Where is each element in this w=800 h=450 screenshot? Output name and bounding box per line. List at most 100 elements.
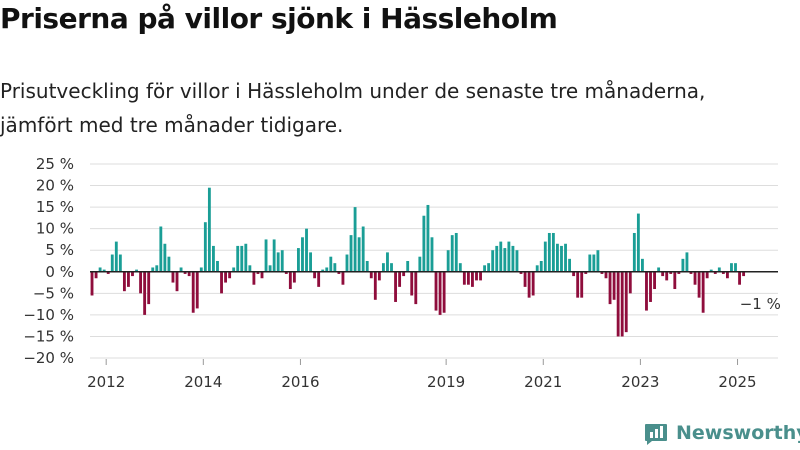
- bar: [155, 265, 159, 272]
- bar: [730, 263, 733, 272]
- bar: [515, 250, 519, 272]
- bar: [539, 261, 543, 272]
- bar: [709, 269, 713, 272]
- bar: [135, 269, 138, 272]
- bar: [228, 271, 232, 279]
- bar: [175, 271, 179, 292]
- bar: [199, 267, 203, 272]
- bar: [288, 271, 292, 290]
- bar: [406, 261, 410, 272]
- bar: [693, 271, 697, 285]
- bar: [450, 235, 454, 272]
- bar: [527, 271, 531, 298]
- bar: [685, 252, 689, 272]
- bar: [612, 271, 616, 300]
- bar: [426, 204, 430, 272]
- bar: [325, 267, 329, 272]
- bar: [701, 271, 705, 313]
- bar: [159, 226, 163, 272]
- bar: [657, 267, 661, 272]
- bar: [143, 271, 147, 315]
- bar: [224, 271, 227, 283]
- bar: [207, 187, 211, 272]
- bar: [738, 271, 741, 285]
- bar: [353, 207, 357, 272]
- bar: [337, 271, 341, 274]
- bar: [604, 271, 608, 279]
- bar: [511, 245, 515, 272]
- bar: [244, 243, 248, 272]
- bar: [260, 271, 264, 279]
- bar: [264, 239, 268, 272]
- bar: [191, 271, 195, 313]
- bar: [592, 254, 596, 272]
- bar: [495, 245, 499, 272]
- bar: [321, 269, 325, 272]
- bar: [232, 267, 236, 272]
- bar: [475, 271, 478, 281]
- bar: [471, 271, 474, 287]
- y-tick-label: 25 %: [36, 155, 74, 173]
- bar: [721, 271, 725, 274]
- bar: [203, 222, 207, 272]
- bar: [466, 271, 470, 285]
- bar: [220, 271, 223, 294]
- bar: [697, 271, 701, 298]
- bar: [98, 267, 102, 272]
- grid-layer: [90, 163, 778, 359]
- bar: [568, 258, 571, 272]
- bar: [349, 235, 353, 272]
- subtitle-line-2: jämfört med tre månader tidigare.: [0, 113, 344, 137]
- bar: [369, 271, 373, 279]
- bar: [301, 237, 304, 272]
- bar: [560, 245, 563, 272]
- bar: [713, 271, 717, 274]
- x-tick-label: 2025: [718, 373, 756, 391]
- y-tick-label: −10 %: [23, 306, 74, 324]
- bar: [110, 254, 114, 272]
- y-tick-label: 10 %: [36, 220, 74, 238]
- bar: [151, 267, 155, 272]
- bar: [487, 263, 491, 272]
- bar: [734, 263, 737, 272]
- bar: [317, 271, 321, 287]
- bar: [240, 245, 244, 272]
- bar: [458, 263, 462, 272]
- x-tick-label: 2014: [184, 373, 222, 391]
- bar: [127, 271, 130, 287]
- bar: [276, 252, 280, 272]
- bar: [414, 271, 418, 305]
- bar: [280, 250, 284, 272]
- bar: [292, 271, 296, 283]
- y-tick-label: 20 %: [36, 177, 74, 195]
- bar: [491, 250, 495, 272]
- bar: [438, 271, 442, 315]
- bar: [357, 237, 361, 272]
- bar: [519, 271, 523, 274]
- bar: [341, 271, 345, 285]
- bar: [345, 254, 349, 272]
- annotation-layer: −1 %: [740, 295, 781, 313]
- axis-layer: 25 % 20 % 15 % 10 % 5 % 0 % −5 % −10 % −15 % −20 …: [23, 155, 778, 391]
- bar: [373, 271, 377, 300]
- bar: [616, 271, 620, 337]
- bar: [171, 271, 175, 283]
- bar: [705, 271, 709, 279]
- bar: [661, 271, 665, 277]
- bar: [551, 232, 555, 272]
- bar: [390, 263, 393, 272]
- bar: [628, 271, 632, 294]
- bar: [139, 271, 143, 294]
- bar: [596, 250, 600, 272]
- y-tick-label: 15 %: [36, 198, 74, 216]
- bar: [147, 271, 151, 305]
- bar: [669, 271, 673, 274]
- bar: [183, 271, 187, 274]
- bar: [673, 271, 677, 290]
- y-tick-label: −15 %: [23, 327, 74, 345]
- bar: [483, 265, 487, 272]
- bar: [122, 271, 126, 292]
- y-tick-label: 0 %: [45, 263, 74, 281]
- bar: [600, 271, 604, 274]
